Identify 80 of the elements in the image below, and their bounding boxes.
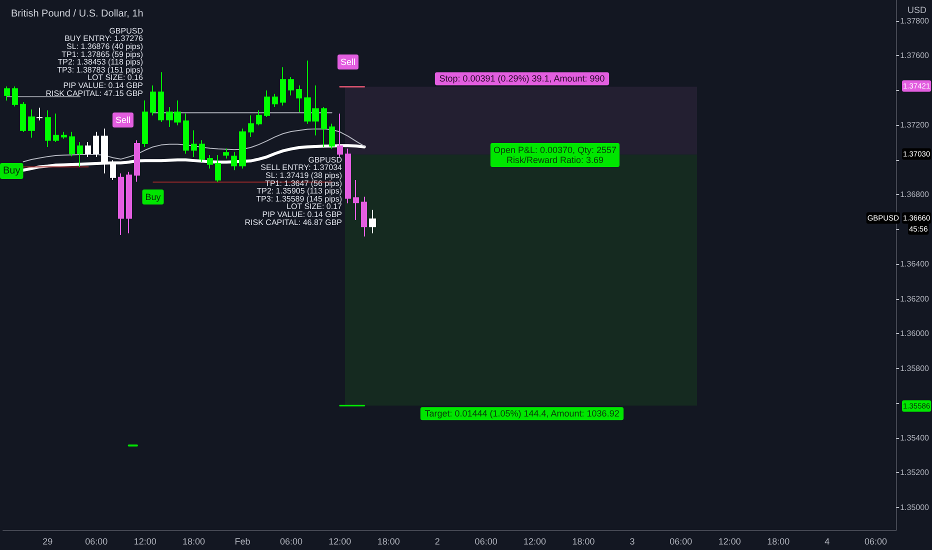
candlestick — [272, 93, 278, 108]
candlestick — [256, 110, 262, 126]
candlestick — [361, 196, 367, 237]
y-tick-label: 1.35200 — [900, 468, 930, 478]
candlestick — [126, 171, 132, 234]
candlestick — [191, 130, 197, 158]
x-tick-label: Feb — [234, 536, 250, 546]
candlestick — [207, 154, 213, 170]
candlestick — [353, 180, 359, 220]
x-tick-label: 06:00 — [85, 536, 108, 546]
x-tick-label: 29 — [42, 536, 53, 546]
text: GBPUSD BUY ENTRY: 1.37276 SL: 1.36876 (40 pips) TP1: 1.37865 (59 pips) TP2: 1.38453 (118 pips) TP3: 1.38783 (151 pips) LOT SIZE: 0.16 PIP VALUE: 0.14 GBP RISK CAPITAL: 47.15 GBP — [46, 26, 143, 98]
candlestick — [329, 123, 335, 150]
y-tick-label: 1.35800 — [900, 364, 930, 373]
candlestick — [142, 100, 148, 148]
candlestick — [53, 113, 59, 142]
annotation: Open P&L: 0.00370, Qty: 2557 Risk/Reward Ratio: 3.69 — [493, 145, 617, 165]
y-tick-label: 1.37200 — [900, 120, 930, 130]
candlestick — [158, 72, 164, 122]
x-tick-label: 18:00 — [767, 536, 790, 546]
candlestick — [45, 110, 51, 148]
candlestick — [93, 131, 99, 158]
candlestick — [36, 107, 43, 121]
candlestick — [134, 140, 140, 182]
x-tick-label: 12:00 — [524, 536, 546, 546]
candlestick — [223, 148, 229, 159]
candlestick — [199, 140, 205, 162]
candlestick — [118, 172, 124, 236]
annotation: Buy — [145, 192, 162, 202]
band-label: Stop: 0.00391 (0.29%) 39.1, Amount: 990 — [439, 74, 605, 84]
candlestick — [77, 141, 83, 168]
x-tick-label: 06:00 — [864, 536, 888, 546]
candlestick — [337, 113, 343, 158]
annotation: Sell — [115, 115, 131, 125]
candlestick — [69, 131, 75, 157]
candlestick — [231, 151, 237, 171]
candlestick — [183, 113, 189, 154]
annotation: Sell — [340, 57, 356, 67]
x-tick-label: 4 — [824, 536, 830, 546]
x-tick-label: 12:00 — [134, 536, 156, 546]
x-tick-label: 3 — [630, 536, 635, 546]
candlestick — [248, 114, 254, 138]
y-axis-title: USD — [907, 5, 927, 15]
y-tick-label: 1.37600 — [900, 51, 930, 60]
annotation: Buy — [3, 166, 20, 176]
x-tick-label: 18:00 — [182, 536, 206, 546]
candlestick — [12, 86, 18, 107]
x-tick-label: 12:00 — [718, 536, 741, 546]
candlestick — [296, 84, 302, 113]
candlestick — [280, 66, 286, 106]
x-tick-label: 06:00 — [280, 536, 302, 546]
y-tick-label: 1.35400 — [900, 433, 930, 442]
x-tick-label: 2 — [434, 536, 440, 546]
candlestick — [150, 84, 156, 116]
x-tick-label: 06:00 — [670, 536, 692, 546]
candlestick — [264, 90, 270, 118]
text: British Pound / U.S. Dollar, 1h — [11, 8, 144, 20]
x-tick-label: 06:00 — [474, 536, 498, 546]
y-tick-label: 1.36800 — [900, 190, 930, 200]
candlestick — [345, 148, 351, 204]
candlestick — [321, 106, 327, 148]
candlestick — [288, 76, 294, 96]
candlestick — [215, 154, 221, 182]
y-tick-label: 1.36200 — [900, 294, 930, 304]
candlestick — [239, 128, 246, 170]
y-tick-label: 1.36400 — [900, 260, 930, 269]
band-label: Target: 0.01444 (1.05%) 144.4, Amount: 1036.92 — [424, 408, 620, 419]
x-tick-label: 18:00 — [377, 536, 400, 546]
line-series — [22, 128, 365, 162]
candlestick — [369, 209, 376, 234]
y-tick-label: 1.35000 — [900, 502, 930, 512]
y-tick-label: 1.37800 — [900, 16, 930, 26]
candlestick — [61, 131, 67, 140]
x-tick-label: 18:00 — [572, 536, 595, 546]
y-tick-label: 1.36000 — [900, 329, 930, 338]
x-tick-label: 12:00 — [328, 536, 352, 546]
candlestick — [85, 141, 91, 158]
candlestick — [20, 102, 26, 132]
candlestick — [28, 108, 35, 138]
candlestick — [4, 86, 10, 101]
